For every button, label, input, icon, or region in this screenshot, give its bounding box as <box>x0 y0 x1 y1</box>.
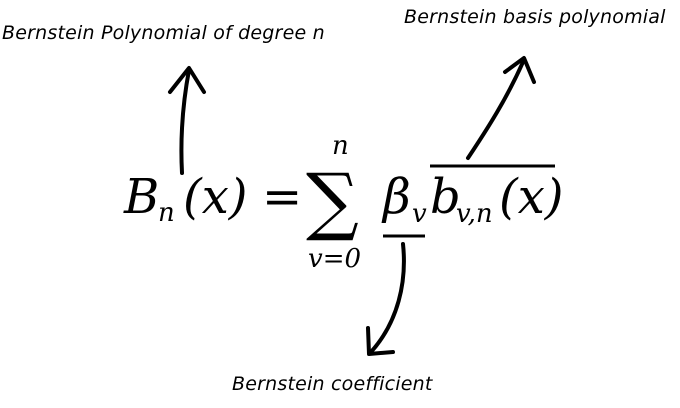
lhs-argument: (x) <box>183 169 248 225</box>
summation-symbol: ∑ <box>306 158 359 244</box>
arrow-up-polynomial <box>168 66 206 175</box>
annotation-basis-polynomial: Bernstein basis polynomial <box>404 6 666 28</box>
lhs-symbol: B <box>124 169 160 225</box>
basis-argument: (x) <box>499 169 564 225</box>
sum-upper-limit: n <box>332 131 349 161</box>
basis-symbol: b <box>430 169 461 225</box>
coefficient-subscript: v <box>412 199 427 229</box>
basis-subscript: v,n <box>456 199 493 229</box>
annotation-polynomial: Bernstein Polynomial of degree n <box>2 22 325 44</box>
coefficient-symbol: β <box>383 169 411 225</box>
lhs-subscript: n <box>158 198 175 228</box>
sum-lower-limit: v=0 <box>308 244 362 274</box>
arrow-down-coefficient <box>366 242 406 356</box>
equals-sign: = <box>262 169 303 225</box>
annotation-coefficient: Bernstein coefficient <box>232 373 433 395</box>
arrow-up-basis <box>466 56 536 160</box>
